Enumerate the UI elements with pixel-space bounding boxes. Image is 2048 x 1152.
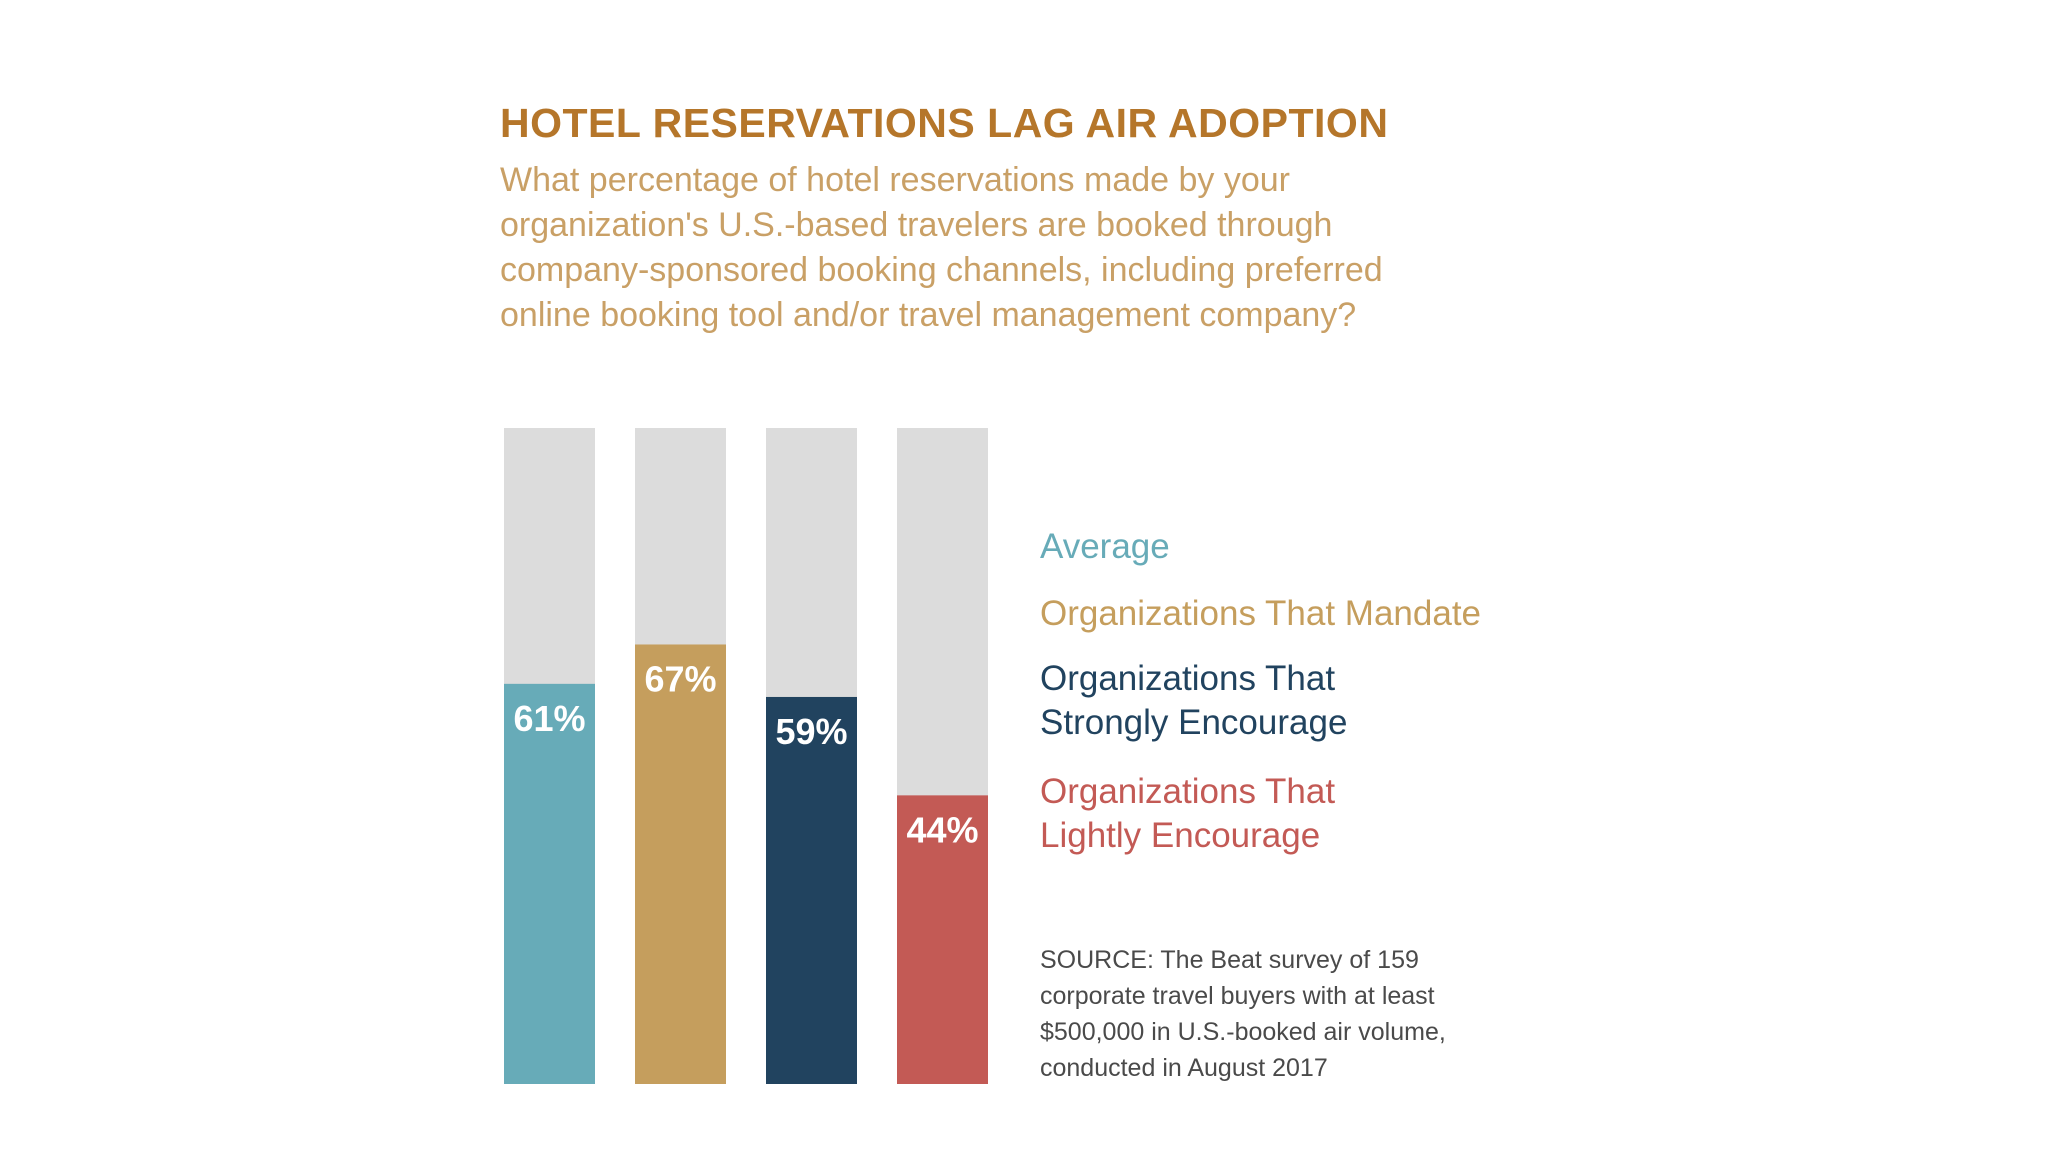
chart-title: HOTEL RESERVATIONS LAG AIR ADOPTION	[500, 100, 1389, 146]
bar-value-label: 44%	[906, 809, 978, 850]
bar-value-label: 67%	[644, 658, 716, 699]
chart-subtitle: What percentage of hotel reservations ma…	[500, 158, 1500, 338]
source-line: SOURCE: The Beat survey of 159	[1040, 946, 1419, 974]
legend-item: Organizations That Mandate	[1040, 592, 1481, 636]
source-line: $500,000 in U.S.-booked air volume,	[1040, 1018, 1446, 1046]
bar-value-label: 59%	[775, 711, 847, 752]
bar-value-label: 61%	[513, 698, 585, 739]
source-note: SOURCE: The Beat survey of 159 corporate…	[1040, 942, 1446, 1086]
legend-label: Organizations That	[1040, 659, 1336, 698]
subtitle-line: company-sponsored booking channels, incl…	[500, 251, 1383, 289]
bar-2	[635, 644, 726, 1084]
legend-item: Average	[1040, 525, 1170, 569]
legend-item: Organizations That Strongly Encourage	[1040, 657, 1347, 745]
legend-label: Organizations That	[1040, 772, 1336, 811]
source-line: conducted in August 2017	[1040, 1054, 1328, 1082]
legend-item: Organizations That Lightly Encourage	[1040, 770, 1335, 858]
legend-label: Organizations That Mandate	[1040, 594, 1482, 633]
subtitle-line: organization's U.S.-based travelers are …	[500, 206, 1333, 244]
legend-label: Average	[1040, 527, 1170, 566]
bar-1	[504, 683, 595, 1084]
legend-label: Lightly Encourage	[1040, 816, 1321, 855]
legend-label: Strongly Encourage	[1040, 703, 1348, 742]
bar-4	[897, 795, 988, 1084]
subtitle-line: online booking tool and/or travel manage…	[500, 296, 1357, 334]
bar-3	[766, 696, 857, 1084]
source-line: corporate travel buyers with at least	[1040, 982, 1435, 1010]
subtitle-line: What percentage of hotel reservations ma…	[500, 161, 1290, 199]
